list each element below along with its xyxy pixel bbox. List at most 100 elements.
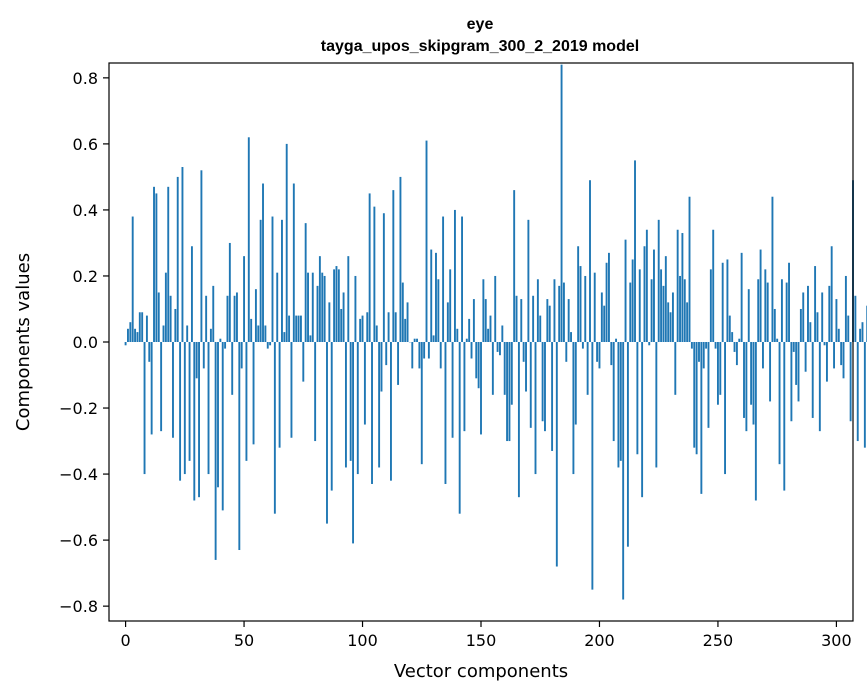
bar: [489, 315, 492, 342]
bar: [314, 342, 317, 442]
bar: [591, 342, 594, 590]
bar: [565, 342, 568, 362]
bar: [207, 342, 210, 475]
bar: [129, 322, 132, 342]
bar: [631, 259, 634, 342]
bar: [771, 196, 774, 342]
bar: [695, 342, 698, 455]
bar: [164, 272, 167, 342]
bar: [705, 342, 708, 349]
bar: [529, 342, 532, 428]
bar: [127, 328, 129, 342]
bar: [785, 282, 788, 342]
bar: [202, 342, 205, 369]
bar: [837, 328, 840, 342]
bar: [750, 342, 753, 405]
bar: [371, 342, 373, 484]
bar: [472, 299, 475, 342]
bar: [347, 256, 350, 342]
bar: [735, 342, 738, 366]
bar: [662, 285, 665, 342]
bar: [375, 325, 378, 342]
bar: [560, 64, 563, 343]
bar: [439, 342, 442, 369]
bar: [451, 342, 454, 438]
bar: [224, 342, 227, 349]
bar: [506, 342, 509, 442]
bar: [823, 342, 826, 346]
bar: [667, 302, 670, 342]
bar: [373, 206, 376, 342]
bar: [217, 342, 219, 488]
bar: [361, 315, 364, 342]
x-axis-ticks: 0 50 100 150 200 250 300: [120, 621, 852, 650]
bar: [615, 338, 618, 342]
bar: [465, 338, 468, 342]
bar: [245, 342, 248, 461]
bar: [728, 315, 731, 342]
bar: [520, 299, 523, 342]
bar: [418, 342, 421, 369]
bar: [802, 292, 805, 342]
bar: [811, 342, 814, 418]
bar: [693, 342, 696, 448]
bar: [778, 342, 781, 465]
bar: [477, 342, 480, 389]
bar: [494, 275, 497, 342]
bar: [328, 302, 331, 342]
bar: [183, 342, 186, 475]
bar: [148, 342, 151, 362]
bar: [240, 342, 243, 369]
bar: [190, 246, 193, 342]
bar: [783, 342, 786, 491]
bar: [690, 342, 693, 349]
bar: [752, 342, 755, 425]
bar: [266, 342, 269, 349]
bar: [589, 180, 591, 342]
bar: [276, 272, 279, 342]
bar: [759, 249, 762, 342]
bar: [330, 342, 333, 491]
bar: [608, 252, 610, 342]
bar: [534, 342, 537, 475]
plot-frame: [108, 62, 854, 622]
bar: [257, 325, 260, 342]
bar: [861, 322, 864, 342]
bar: [141, 312, 144, 342]
bar: [387, 312, 390, 342]
bar: [281, 219, 283, 342]
bar: [250, 318, 253, 342]
bar: [574, 342, 577, 425]
bar: [323, 275, 326, 342]
bar: [624, 239, 627, 342]
bar: [593, 272, 596, 342]
y-tick-label: −0.4: [59, 465, 98, 484]
bar: [854, 295, 857, 342]
bar: [316, 285, 319, 342]
x-tick-label: 150: [466, 631, 497, 650]
bar: [399, 176, 402, 342]
bar: [847, 315, 850, 342]
bar: [605, 262, 608, 342]
bar: [205, 295, 208, 342]
bar: [278, 342, 281, 448]
bar: [475, 342, 478, 379]
bar: [311, 272, 314, 342]
bar: [795, 342, 798, 385]
bar: [688, 196, 691, 342]
bar: [169, 295, 172, 342]
bar: [598, 342, 601, 369]
bar: [733, 342, 736, 352]
bar: [162, 325, 165, 342]
bar: [484, 299, 487, 342]
bar: [513, 190, 516, 342]
bar: [236, 292, 238, 342]
bar: [238, 342, 241, 551]
bar: [138, 312, 141, 342]
bar: [825, 342, 828, 382]
bar: [716, 342, 719, 405]
bar: [150, 342, 153, 435]
bar: [745, 342, 748, 432]
bar: [681, 233, 684, 342]
bar: [366, 312, 369, 342]
